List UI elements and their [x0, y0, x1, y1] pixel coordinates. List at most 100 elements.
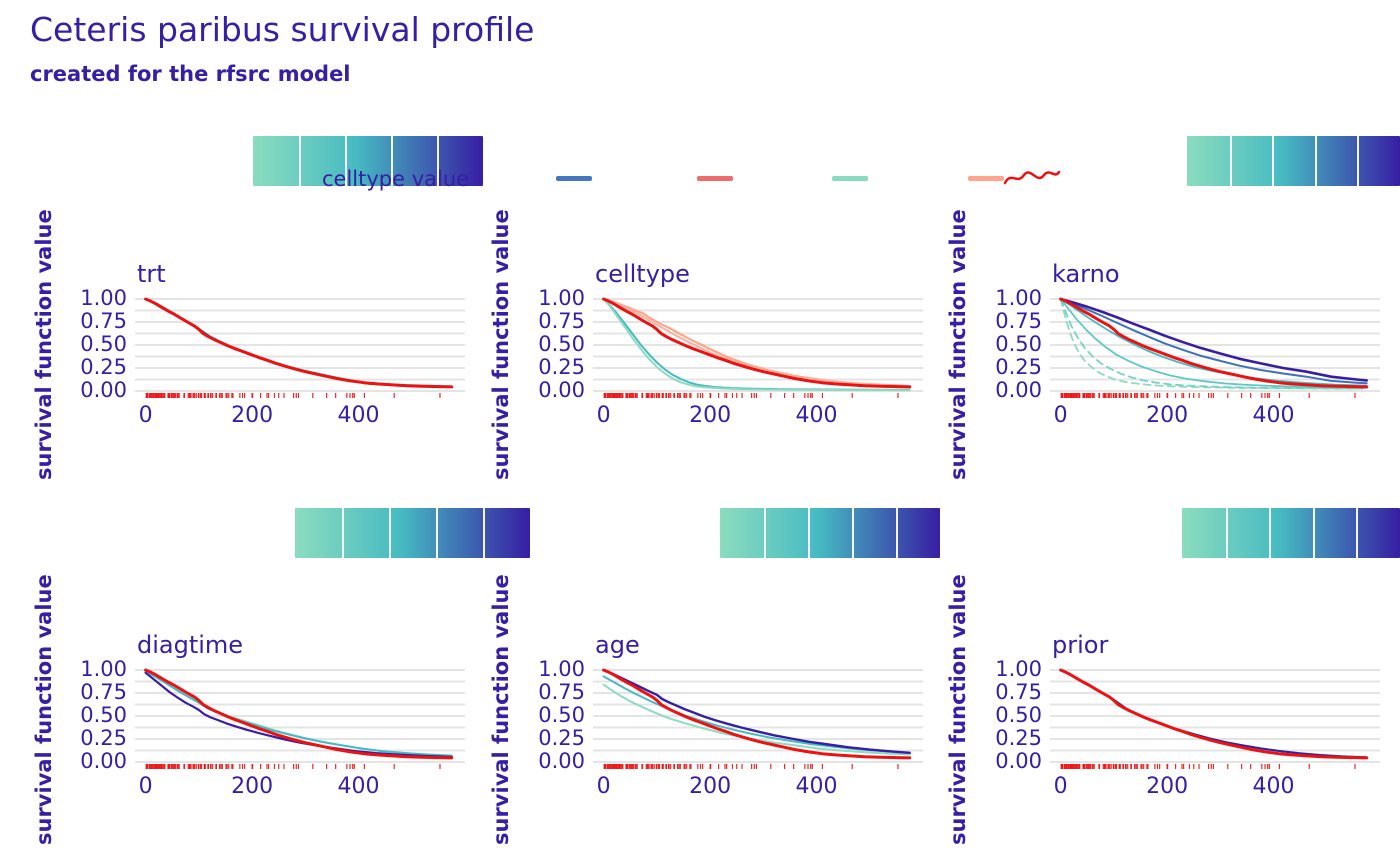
colorbar-tick [1312, 508, 1315, 558]
y-tick-label: 0.50 [80, 703, 127, 727]
x-tick-label: 200 [231, 774, 274, 799]
y-tick-label: 0.25 [995, 355, 1042, 379]
colorbar-tick [437, 136, 439, 186]
series-observation [144, 297, 454, 389]
facet-panel-karno [1050, 293, 1380, 403]
facet-title-diagtime: diagtime [137, 631, 244, 659]
colorbar-tick [1229, 136, 1232, 186]
y-tick-label: 0.50 [995, 332, 1042, 356]
colorbar-tick [764, 508, 766, 558]
series-squamous [602, 297, 903, 387]
x-tick-label: 0 [1053, 403, 1068, 428]
facet-plot-trt [135, 297, 465, 398]
y-tick-label: 0.50 [80, 332, 127, 356]
series-observation [602, 668, 912, 760]
y-tick-label: 0.25 [995, 726, 1042, 750]
facet-title-prior: prior [1052, 631, 1109, 659]
series-age-mid [602, 675, 911, 754]
colorbar-tick [389, 508, 391, 558]
x-tick-label: 400 [1252, 403, 1295, 428]
y-tick-label: 0.00 [80, 378, 127, 402]
plot-title: Ceteris paribus survival profile [30, 10, 535, 49]
facet-plot-prior [1050, 668, 1380, 769]
series-prior-10 [1059, 669, 1368, 759]
facet-panel-trt [135, 293, 465, 403]
y-tick-label: 0.00 [995, 378, 1042, 402]
facet-title-age: age [595, 631, 640, 659]
x-tick-label: 0 [596, 774, 611, 799]
colorbar-tick [1225, 508, 1228, 558]
y-tick-label: 0.25 [80, 726, 127, 750]
y-tick-label: 1.00 [80, 286, 127, 310]
y-tick-label: 0.75 [538, 680, 585, 704]
x-tick-label: 200 [1146, 403, 1189, 428]
x-tick-label: 400 [795, 774, 838, 799]
series-karno-10 [1059, 298, 1360, 390]
x-tick-label: 400 [795, 403, 838, 428]
facet-plot-karno [1050, 297, 1380, 398]
series-diagtime-high [144, 671, 453, 759]
colorbar-tick [436, 508, 438, 558]
karno-colorbar [1187, 136, 1400, 186]
trt-colorbar [253, 136, 483, 186]
series-karno-40 [1059, 298, 1368, 389]
y-tick-label: 0.25 [80, 355, 127, 379]
colorbar-tick [808, 508, 810, 558]
celltype-legend-key [556, 176, 592, 181]
prior-colorbar [1182, 508, 1400, 558]
series-karno-55 [1059, 298, 1368, 387]
x-tick-label: 0 [138, 403, 153, 428]
series-observation [1059, 297, 1369, 389]
diagtime-colorbar [295, 508, 530, 558]
x-tick-label: 400 [1252, 774, 1295, 799]
colorbar-tick [345, 136, 347, 186]
colorbar-tick [1272, 136, 1275, 186]
y-tick-label: 0.00 [538, 378, 585, 402]
y-tick-label: 1.00 [80, 657, 127, 681]
x-tick-label: 200 [689, 774, 732, 799]
celltype-legend-title: celltype value [322, 167, 470, 191]
colorbar-tick [483, 508, 485, 558]
facet-plot-celltype [593, 297, 923, 398]
series-age-high [602, 668, 911, 755]
series-large [602, 298, 911, 387]
x-tick-label: 0 [138, 774, 153, 799]
series-trt-1 [144, 298, 453, 388]
series-age-low [602, 683, 911, 756]
series-adeno [602, 298, 911, 392]
y-tick-label: 0.75 [80, 680, 127, 704]
colorbar-tick [299, 136, 301, 186]
facet-title-karno: karno [1052, 260, 1120, 288]
x-tick-label: 200 [231, 403, 274, 428]
age-colorbar [720, 508, 940, 558]
overlapped-legend-mark [1002, 163, 1062, 191]
facet-panel-age [593, 664, 923, 774]
x-tick-label: 200 [689, 403, 732, 428]
colorbar-tick [1269, 508, 1272, 558]
celltype-legend-key [968, 176, 1004, 181]
series-observation [144, 668, 454, 760]
series-observation [602, 297, 912, 389]
y-tick-label: 0.25 [538, 355, 585, 379]
y-tick-label: 0.00 [995, 749, 1042, 773]
y-tick-label: 1.00 [538, 657, 585, 681]
colorbar-tick [391, 136, 393, 186]
facet-panel-celltype [593, 293, 923, 403]
y-tick-label: 0.50 [995, 703, 1042, 727]
y-tick-label: 0.50 [538, 332, 585, 356]
x-tick-label: 0 [1053, 774, 1068, 799]
colorbar-tick [342, 508, 344, 558]
facet-plot-age [593, 668, 923, 769]
y-tick-label: 0.75 [80, 309, 127, 333]
facet-title-trt: trt [137, 260, 166, 288]
plot-subtitle: created for the rfsrc model [30, 62, 351, 86]
series-prior-0 [1059, 669, 1368, 759]
y-tick-label: 0.50 [538, 703, 585, 727]
facet-plot-diagtime [135, 668, 465, 769]
celltype-legend-key [832, 176, 868, 181]
y-tick-label: 1.00 [995, 657, 1042, 681]
colorbar-tick [852, 508, 854, 558]
series-karno-25 [1059, 298, 1368, 390]
y-tick-label: 1.00 [538, 286, 585, 310]
x-tick-label: 400 [337, 774, 380, 799]
